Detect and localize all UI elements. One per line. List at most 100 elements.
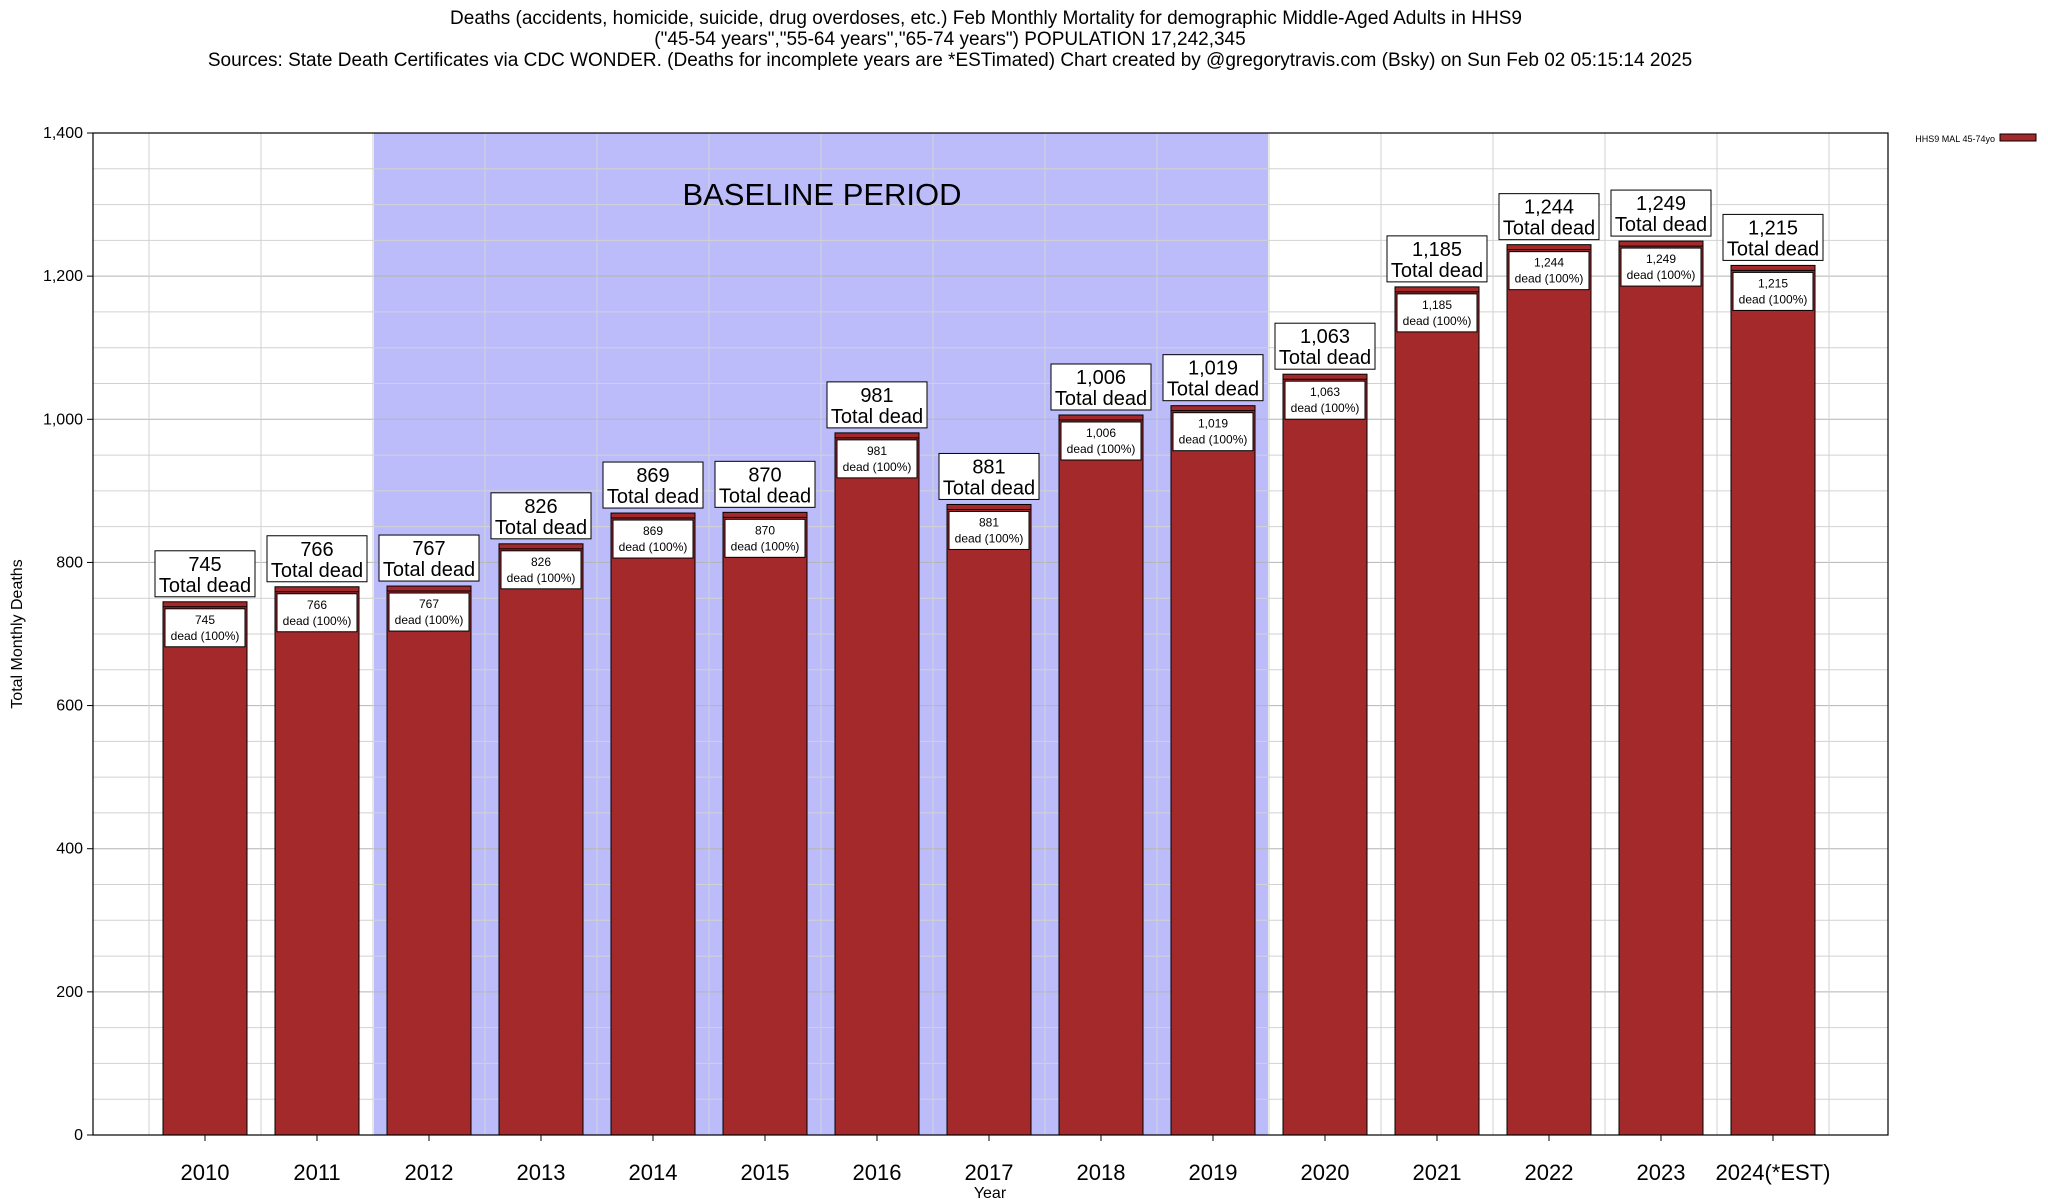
inner-value-label: 826 (531, 555, 551, 569)
inner-label-box (164, 608, 246, 648)
inner-label-box (1396, 293, 1478, 333)
bar-2016 (834, 432, 920, 1136)
total-value-label: 870 (748, 464, 781, 486)
inner-percent-label: dead (100%) (171, 629, 240, 643)
inner-percent-label: dead (100%) (283, 614, 352, 628)
total-label-box (1498, 193, 1600, 241)
inner-label-box (612, 519, 694, 559)
inner-value-label: 981 (867, 444, 887, 458)
total-suffix-label: Total dead (271, 560, 363, 582)
xtick-label: 2010 (181, 1160, 230, 1185)
legend-swatch (1999, 133, 2037, 142)
inner-value-label: 1,185 (1422, 298, 1452, 312)
bar-2017 (946, 503, 1032, 1136)
xtick-label: 2016 (853, 1160, 902, 1185)
inner-value-label: 1,244 (1534, 256, 1564, 270)
xtick-label: 2019 (1189, 1160, 1238, 1185)
inner-percent-label: dead (100%) (843, 460, 912, 474)
legend-label: HHS9 MAL 45-74yo (1915, 134, 1995, 144)
inner-value-label: 870 (755, 523, 775, 537)
inner-percent-label: dead (100%) (1739, 292, 1808, 306)
plot-frame (92, 132, 1889, 1136)
total-label-box (602, 461, 704, 509)
bar-2022 (1506, 244, 1592, 1136)
inner-percent-label: dead (100%) (395, 613, 464, 627)
total-suffix-label: Total dead (1279, 347, 1371, 369)
bar-2013 (498, 543, 584, 1136)
inner-value-label: 1,215 (1758, 276, 1788, 290)
ytick-label: 800 (56, 554, 83, 571)
xtick-label: 2012 (405, 1160, 454, 1185)
y-axis-title: Total Monthly Deaths (9, 559, 26, 708)
baseline-label: BASELINE PERIOD (682, 177, 961, 212)
inner-label-box (1172, 412, 1254, 452)
total-value-label: 1,019 (1188, 358, 1238, 380)
total-label-box (714, 460, 816, 508)
bar-2020 (1282, 373, 1368, 1136)
inner-value-label: 881 (979, 515, 999, 529)
total-label-box (378, 534, 480, 582)
inner-value-label: 1,063 (1310, 385, 1340, 399)
chart-title: Deaths (accidents, homicide, suicide, dr… (208, 8, 1692, 71)
xtick-label: 2023 (1637, 1160, 1686, 1185)
xtick-label: 2011 (293, 1160, 340, 1185)
plot-area: BASELINE PERIOD 0 200 400 600 800 1,000 1,200 1,… (9, 125, 1889, 1200)
total-value-label: 766 (300, 539, 333, 561)
total-label-box (826, 381, 928, 429)
title-line-1: Deaths (accidents, homicide, suicide, dr… (450, 8, 1522, 29)
xtick-label: 2018 (1077, 1160, 1126, 1185)
total-label-box (938, 452, 1040, 500)
inner-value-label: 745 (195, 613, 215, 627)
ytick-label: 1,200 (43, 268, 83, 285)
total-value-label: 1,244 (1524, 197, 1574, 219)
xtick-label: 2014 (629, 1160, 678, 1185)
inner-label-box (1508, 251, 1590, 291)
total-value-label: 1,063 (1300, 326, 1350, 348)
total-label-box (266, 535, 368, 583)
total-suffix-label: Total dead (495, 517, 587, 539)
total-value-label: 981 (860, 385, 893, 407)
inner-value-label: 869 (643, 524, 663, 538)
inner-label-box (1284, 380, 1366, 420)
bar-2012 (386, 585, 472, 1136)
bar-2011 (274, 586, 360, 1136)
total-label-box (490, 492, 592, 540)
xtick-label: 2021 (1413, 1160, 1462, 1185)
inner-percent-label: dead (100%) (731, 539, 800, 553)
ytick-label: 0 (74, 1127, 83, 1144)
total-suffix-label: Total dead (831, 406, 923, 428)
total-value-label: 745 (188, 554, 221, 576)
total-suffix-label: Total dead (383, 559, 475, 581)
xtick-label: 2015 (741, 1160, 790, 1185)
inner-percent-label: dead (100%) (1067, 442, 1136, 456)
xtick-label: 2017 (965, 1160, 1014, 1185)
inner-percent-label: dead (100%) (507, 571, 576, 585)
total-suffix-label: Total dead (1167, 379, 1259, 401)
inner-value-label: 1,019 (1198, 417, 1228, 431)
inner-label-box (724, 518, 806, 558)
total-suffix-label: Total dead (1391, 260, 1483, 282)
bar-2010 (162, 601, 248, 1136)
bar-2021 (1394, 286, 1480, 1136)
title-line-3: Sources: State Death Certificates via CD… (208, 50, 1692, 71)
total-suffix-label: Total dead (1503, 218, 1595, 240)
total-label-box (1050, 363, 1152, 411)
xtick-label: 2022 (1525, 1160, 1574, 1185)
x-axis-title: Year (974, 1185, 1007, 1200)
inner-value-label: 1,249 (1646, 252, 1676, 266)
total-label-box (1162, 354, 1264, 402)
total-suffix-label: Total dead (1615, 214, 1707, 236)
bar-2023 (1618, 240, 1704, 1136)
bar-2024(*EST) (1730, 264, 1816, 1136)
inner-label-box (836, 439, 918, 479)
total-value-label: 1,215 (1748, 217, 1798, 239)
total-value-label: 767 (412, 538, 445, 560)
inner-percent-label: dead (100%) (955, 531, 1024, 545)
inner-value-label: 1,006 (1086, 426, 1116, 440)
inner-label-box (500, 550, 582, 590)
inner-label-box (948, 510, 1030, 550)
ytick-label: 1,000 (43, 411, 83, 428)
inner-percent-label: dead (100%) (1627, 268, 1696, 282)
inner-percent-label: dead (100%) (1403, 314, 1472, 328)
inner-label-box (1620, 247, 1702, 287)
